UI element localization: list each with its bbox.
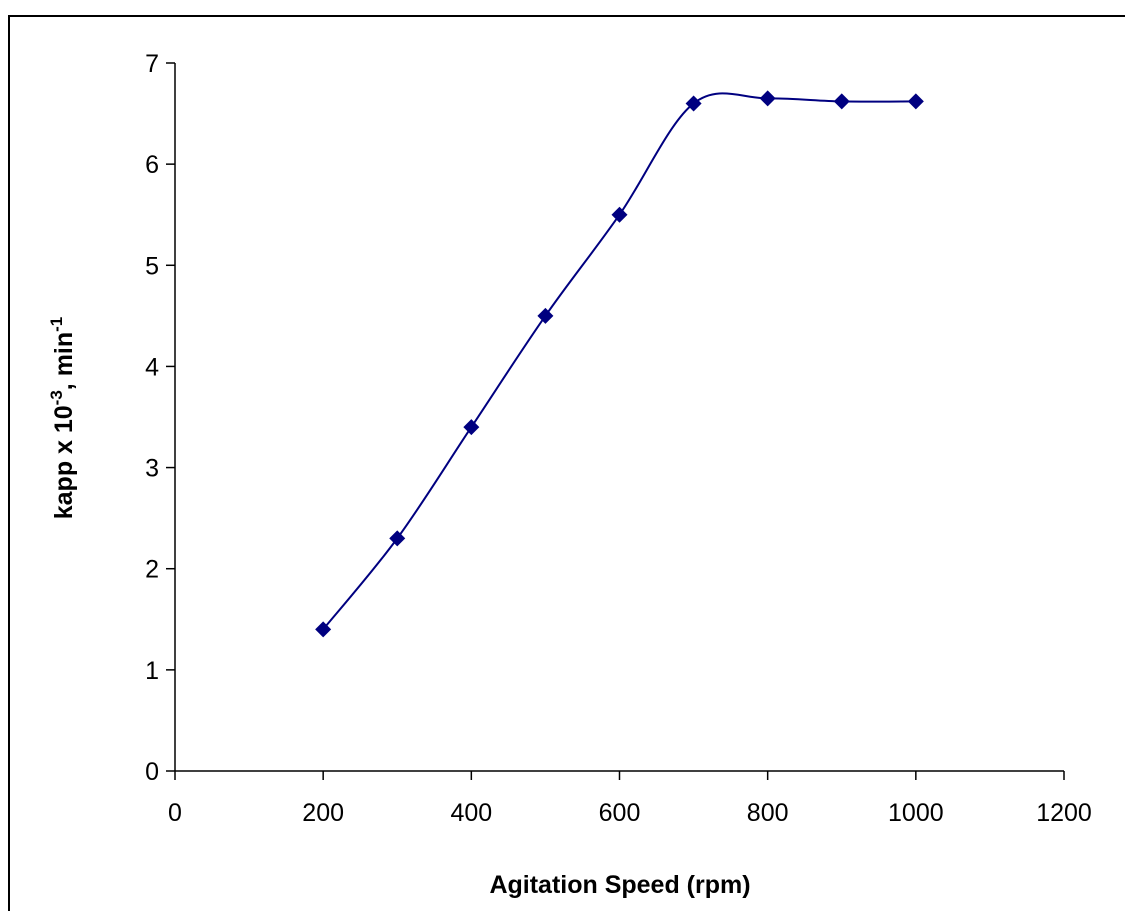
x-tick-label: 800 xyxy=(747,799,789,827)
y-axis-title-mid: , min xyxy=(50,332,78,390)
x-tick-label: 0 xyxy=(168,799,182,827)
data-point-marker xyxy=(389,530,406,547)
y-tick-label: 5 xyxy=(145,252,159,280)
x-tick-label: 200 xyxy=(302,799,344,827)
data-point-marker xyxy=(759,90,776,107)
y-axis-title-base: kapp x 10 xyxy=(50,405,78,519)
data-point-marker xyxy=(685,95,702,112)
chart-frame xyxy=(8,15,1125,911)
x-axis-title: Agitation Speed (rpm) xyxy=(489,871,750,899)
y-tick-label: 3 xyxy=(145,455,159,483)
data-point-marker xyxy=(537,307,554,324)
axes xyxy=(174,63,1064,772)
x-axis-ticks: 0 200 400 600 800 1000 1200 xyxy=(168,771,1092,827)
y-tick-label: 4 xyxy=(145,353,159,381)
x-tick-label: 400 xyxy=(450,799,492,827)
series-markers xyxy=(315,90,924,638)
y-tick-label: 6 xyxy=(145,151,159,179)
series-line xyxy=(322,92,916,631)
y-tick-label: 0 xyxy=(145,758,159,786)
data-point-marker xyxy=(907,93,924,110)
x-tick-label: 1000 xyxy=(888,799,944,827)
y-axis-title: kapp x 10-3, min-1 xyxy=(47,317,78,520)
y-tick-label: 7 xyxy=(145,50,159,78)
y-tick-label: 1 xyxy=(145,657,159,685)
data-point-marker xyxy=(315,621,332,638)
data-point-marker xyxy=(463,419,480,436)
data-point-marker xyxy=(611,206,628,223)
y-tick-label: 2 xyxy=(145,556,159,584)
y-axis-title-exp1: -3 xyxy=(47,390,66,405)
data-point-marker xyxy=(833,93,850,110)
y-axis-title-exp2: -1 xyxy=(47,317,66,332)
x-tick-label: 600 xyxy=(599,799,641,827)
y-axis-ticks: 0 1 2 3 4 5 6 7 xyxy=(145,50,175,786)
x-tick-label: 1200 xyxy=(1036,799,1092,827)
